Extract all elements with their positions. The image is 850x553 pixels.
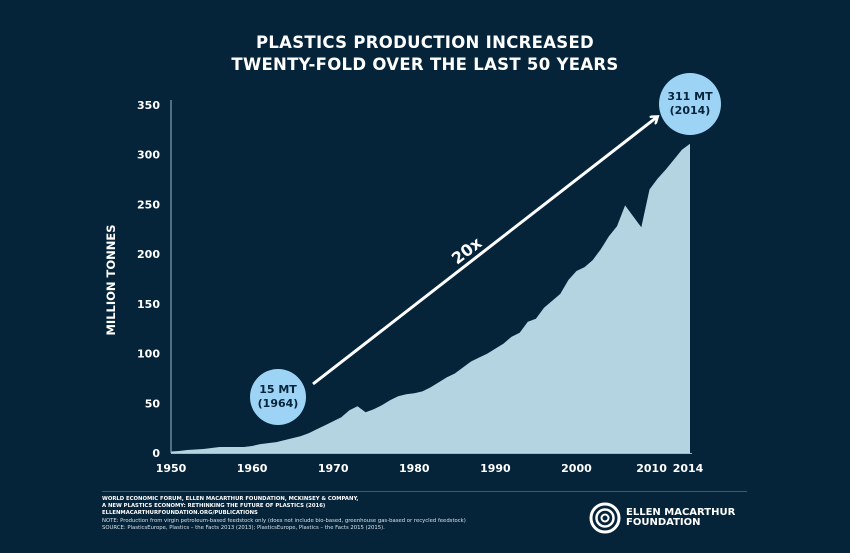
- title-line-1: PLASTICS PRODUCTION INCREASED: [255, 33, 595, 52]
- annotation-1964-year: (1964): [258, 397, 299, 410]
- x-tick-label: 2010: [636, 462, 667, 475]
- foundation-logo: ELLEN MACARTHUR FOUNDATION: [589, 502, 735, 534]
- x-tick-label: 2014: [673, 462, 704, 475]
- annotation-2014-year: (2014): [670, 104, 711, 117]
- source-text: SOURCE: PlasticsEurope, Plastics – the F…: [102, 525, 385, 531]
- y-tick-label: 200: [137, 248, 160, 261]
- chart-title: PLASTICS PRODUCTION INCREASED TWENTY-FOL…: [0, 32, 850, 76]
- annotation-bubble-2014: [659, 73, 721, 135]
- footer-divider: [102, 491, 747, 492]
- y-tick-label: 50: [145, 397, 161, 410]
- y-tick-label: 250: [137, 198, 160, 211]
- y-tick-label: 350: [137, 99, 160, 112]
- production-area: [171, 143, 690, 454]
- x-tick-label: 1950: [156, 462, 187, 475]
- x-tick-label: 1970: [318, 462, 349, 475]
- chart: 0 50 100 150 200 250 300 350 1950 1960 1970 1980 19…: [104, 73, 721, 475]
- credit-line: WORLD ECONOMIC FORUM, ELLEN MACARTHUR FO…: [102, 496, 359, 502]
- y-axis-label: MILLION TONNES: [104, 224, 118, 335]
- credit-line: A NEW PLASTICS ECONOMY: RETHINKING THE F…: [102, 503, 326, 509]
- y-tick-label: 100: [137, 348, 160, 361]
- y-tick-label: 300: [137, 149, 160, 162]
- x-tick-label: 1990: [480, 462, 511, 475]
- annotation-1964: 15 MT (1964): [250, 369, 306, 425]
- y-tick-label: 150: [137, 298, 160, 311]
- spiral-logo-icon: [589, 502, 621, 534]
- logo-line-1: ELLEN MACARTHUR: [626, 507, 736, 518]
- growth-arrow: [312, 117, 657, 386]
- y-tick-label: 0: [152, 447, 160, 460]
- annotation-2014: 311 MT (2014): [659, 73, 721, 135]
- annotation-2014-value: 311 MT: [667, 90, 713, 103]
- x-tick-label: 1980: [399, 462, 430, 475]
- annotation-bubble-1964: [250, 369, 306, 425]
- footer-notes: NOTE: Production from virgin petroleum-b…: [102, 518, 466, 532]
- x-tick-label: 1960: [237, 462, 268, 475]
- x-tick-label: 2000: [561, 462, 592, 475]
- annotation-1964-value: 15 MT: [259, 383, 297, 396]
- title-line-2: TWENTY-FOLD OVER THE LAST 50 YEARS: [231, 55, 619, 74]
- credit-link[interactable]: ELLENMACARTHURFOUNDATION.ORG/PUBLICATION…: [102, 510, 258, 516]
- note-text: NOTE: Production from virgin petroleum-b…: [102, 518, 466, 524]
- logo-text: ELLEN MACARTHUR FOUNDATION: [626, 508, 735, 528]
- logo-line-2: FOUNDATION: [626, 517, 701, 528]
- footer-credits: WORLD ECONOMIC FORUM, ELLEN MACARTHUR FO…: [102, 496, 358, 517]
